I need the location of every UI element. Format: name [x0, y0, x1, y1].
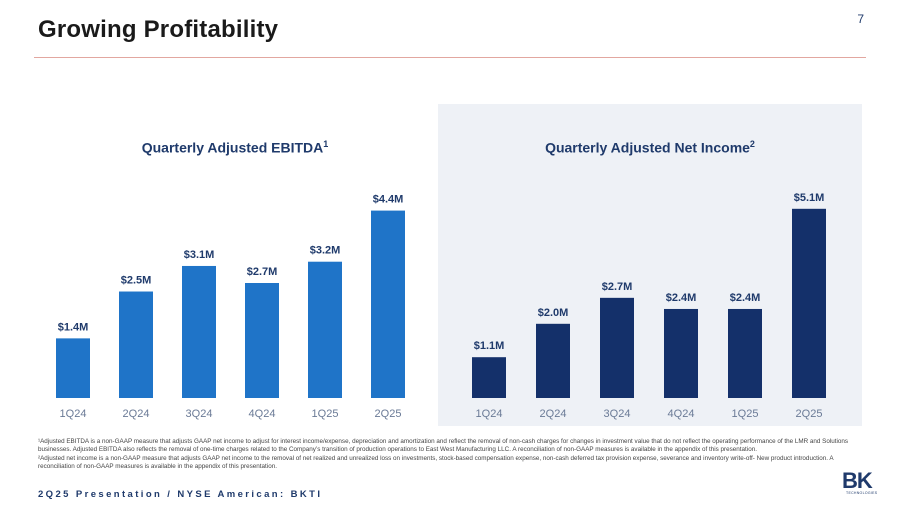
- ebitda-chart-title: Quarterly Adjusted EBITDA1: [141, 139, 329, 156]
- footnote-1: ¹Adjusted EBITDA is a non-GAAP measure t…: [38, 438, 849, 454]
- ebitda-data-label: $2.7M: [247, 266, 278, 278]
- ebitda-tick-label: 2Q24: [123, 408, 150, 420]
- net-income-bar-1q24: [472, 357, 506, 398]
- ebitda-bar-2q25: [371, 210, 405, 398]
- ebitda-bar-1q25: [308, 261, 342, 398]
- logo-subtext: TECHNOLOGIES: [846, 491, 878, 495]
- net-income-tick-label: 4Q24: [668, 408, 695, 420]
- net-income-data-label: $2.4M: [666, 292, 697, 304]
- net-income-data-label: $5.1M: [794, 192, 825, 204]
- ebitda-tick-label: 1Q25: [312, 408, 339, 420]
- ebitda-data-label: $1.4M: [58, 321, 89, 333]
- net-income-tick-label: 2Q24: [540, 408, 567, 420]
- ebitda-tick-label: 1Q24: [60, 408, 87, 420]
- company-logo: BK TECHNOLOGIES: [842, 468, 882, 498]
- net-income-tick-label: 2Q25: [796, 408, 823, 420]
- net-income-chart-title: Quarterly Adjusted Net Income2: [545, 139, 755, 156]
- ebitda-bar-4q24: [245, 283, 279, 398]
- ebitda-bar-1q24: [56, 338, 90, 398]
- net-income-bar-2q24: [536, 323, 570, 398]
- net-income-bar-4q24: [664, 308, 698, 398]
- title-divider: [34, 57, 866, 58]
- ebitda-tick-label: 2Q25: [375, 408, 402, 420]
- ebitda-data-label: $3.1M: [184, 249, 215, 261]
- net-income-data-label: $1.1M: [474, 340, 505, 352]
- ebitda-data-label: $3.2M: [310, 245, 341, 257]
- net-income-tick-label: 3Q24: [604, 408, 631, 420]
- ebitda-data-label: $4.4M: [373, 194, 404, 206]
- footnote-2: ²Adjusted net income is a non-GAAP measu…: [38, 454, 834, 471]
- net-income-bar-1q25: [728, 308, 762, 398]
- footer-text: 2Q25 Presentation / NYSE American: BKTI: [38, 489, 323, 500]
- net-income-data-label: $2.0M: [538, 307, 569, 319]
- ebitda-tick-label: 4Q24: [249, 408, 276, 420]
- page-number: 7: [857, 12, 864, 26]
- ebitda-tick-label: 3Q24: [186, 408, 213, 420]
- net-income-bar-3q24: [600, 297, 634, 398]
- footnotes: ¹Adjusted EBITDA is a non-GAAP measure t…: [38, 438, 860, 472]
- right-chart-panel: [438, 104, 862, 426]
- net-income-data-label: $2.4M: [730, 292, 761, 304]
- net-income-data-label: $2.7M: [602, 281, 633, 293]
- ebitda-bar-2q24: [119, 291, 153, 398]
- net-income-tick-label: 1Q24: [476, 408, 503, 420]
- ebitda-data-label: $2.5M: [121, 275, 152, 287]
- ebitda-bar-3q24: [182, 265, 216, 398]
- net-income-bar-2q25: [792, 208, 826, 398]
- net-income-tick-label: 1Q25: [732, 408, 759, 420]
- page-title: Growing Profitability: [38, 16, 279, 43]
- logo-mark: BK: [842, 468, 873, 493]
